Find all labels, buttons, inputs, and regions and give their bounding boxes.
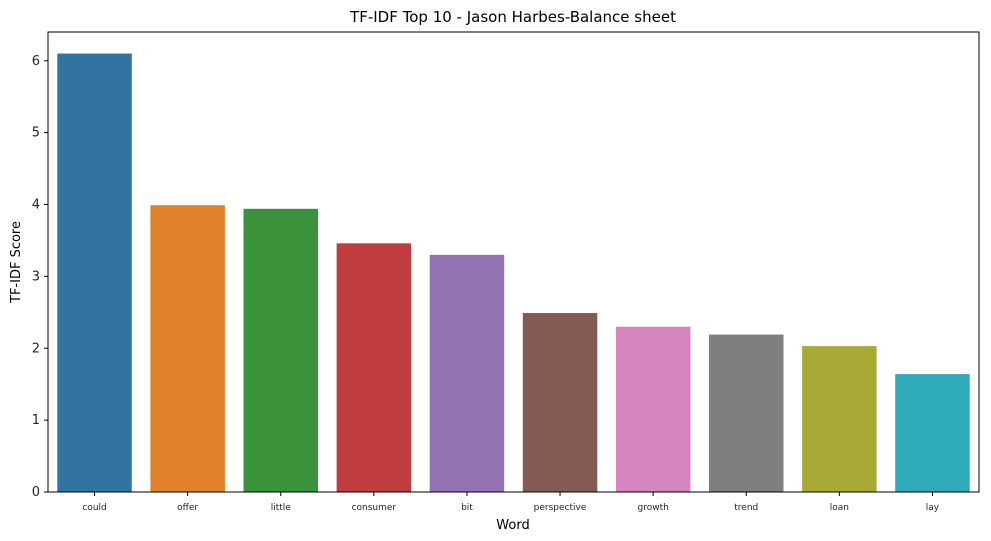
x-axis-label: Word bbox=[496, 518, 529, 533]
bar-growth bbox=[615, 326, 691, 492]
bar-little bbox=[243, 208, 318, 492]
x-tick-label: bit bbox=[461, 503, 473, 513]
bar-consumer bbox=[336, 243, 412, 492]
y-tick-label: 4 bbox=[32, 198, 40, 213]
y-tick-label: 6 bbox=[32, 54, 40, 69]
x-tick-label: offer bbox=[177, 503, 198, 513]
y-tick-label: 5 bbox=[32, 126, 40, 141]
x-tick-label: could bbox=[82, 503, 106, 513]
bar-loan bbox=[802, 346, 877, 492]
x-tick-label: loan bbox=[830, 503, 849, 513]
x-tick-label: consumer bbox=[352, 503, 397, 513]
bar-bit bbox=[429, 254, 505, 492]
y-tick-label: 2 bbox=[32, 341, 40, 356]
bar-trend bbox=[709, 334, 784, 492]
x-tick-group: could offer little consumer bit perspective gr… bbox=[82, 492, 940, 513]
bar-perspective bbox=[522, 313, 598, 492]
plot-frame bbox=[47, 31, 980, 493]
bar-offer bbox=[150, 205, 225, 492]
x-tick-label: little bbox=[271, 503, 292, 513]
bar-lay bbox=[895, 374, 970, 492]
y-tick-group: 0 1 2 3 4 5 6 bbox=[32, 54, 48, 500]
bars-group bbox=[57, 53, 970, 492]
chart-title: TF-IDF Top 10 - Jason Harbes-Balance she… bbox=[349, 8, 676, 26]
x-tick-label: perspective bbox=[534, 503, 587, 513]
x-tick-label: lay bbox=[926, 503, 940, 513]
x-tick-label: trend bbox=[734, 503, 758, 513]
bar-could bbox=[57, 53, 132, 492]
y-axis-label: TF-IDF Score bbox=[9, 221, 24, 304]
y-tick-label: 1 bbox=[32, 413, 40, 428]
y-tick-label: 3 bbox=[32, 269, 40, 284]
x-tick-label: growth bbox=[637, 503, 668, 513]
y-tick-label: 0 bbox=[32, 485, 40, 500]
